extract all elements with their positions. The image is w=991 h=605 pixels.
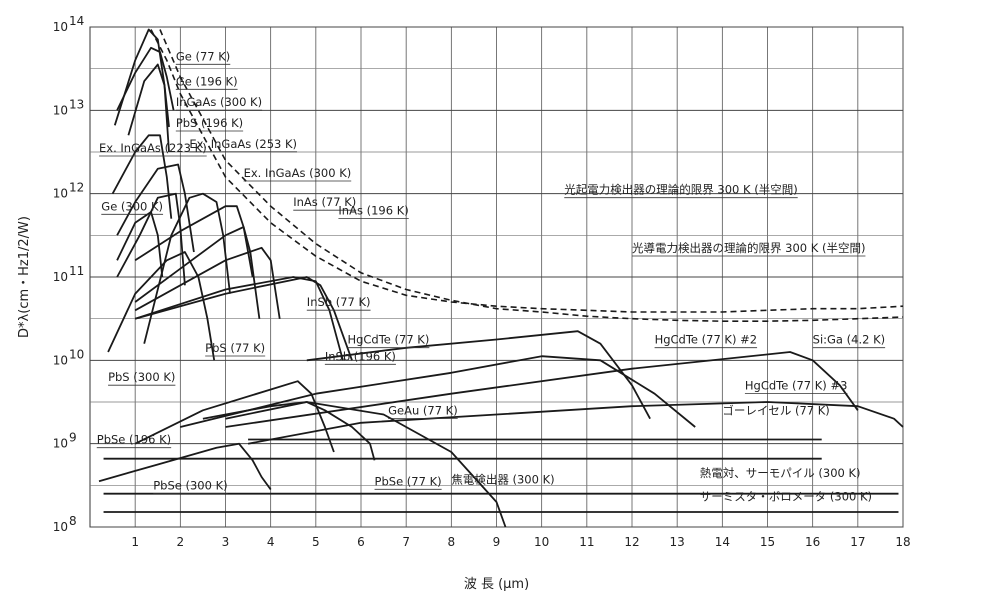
flat-line-label: 熱電対、サーモパイル (300 K)	[700, 466, 861, 480]
series-line	[143, 192, 231, 344]
series-line	[107, 251, 216, 361]
series-label: PbSe (300 K)	[153, 479, 227, 493]
x-tick-label: 8	[448, 535, 456, 549]
series-label: HgCdTe (77 K) #2	[655, 333, 758, 347]
x-tick-label: 7	[402, 535, 410, 549]
series-label: InAs (196 K)	[338, 204, 408, 218]
x-tick-label: 3	[222, 535, 230, 549]
series-line	[134, 276, 344, 361]
y-tick-base: 10	[53, 103, 68, 117]
series-line	[134, 380, 335, 453]
series-label: 光導電力検出器の理論的限界 300 K (半空間)	[632, 241, 865, 255]
series-line	[127, 63, 170, 153]
series-line	[159, 29, 904, 322]
y-tick-label: 10 14	[53, 14, 85, 34]
series-label: Si:Ga (4.2 K)	[813, 333, 885, 347]
series-label: PbSe (196 K)	[97, 433, 171, 447]
y-tick-base: 10	[53, 187, 68, 201]
y-tick-base: 10	[53, 20, 68, 34]
x-tick-label: 5	[312, 535, 320, 549]
y-tick-label: 10 9	[53, 431, 77, 451]
y-axis-title: D*λ(cm・Hz1/2/W)	[17, 216, 32, 338]
y-tick-label: 10 13	[53, 97, 85, 117]
flat-line-label: サーミスタ・ボロメータ (300 K)	[700, 489, 872, 503]
x-tick-label: 12	[624, 535, 639, 549]
x-tick-label: 2	[177, 535, 185, 549]
x-tick-label: 13	[670, 535, 685, 549]
y-tick-exp: 8	[69, 514, 77, 528]
x-tick-label: 1	[131, 535, 139, 549]
series-label: InAs (77 K)	[293, 195, 356, 209]
x-tick-label: 6	[357, 535, 365, 549]
y-tick-exp: 14	[69, 14, 84, 28]
series-label: Ex. InGaAs (300 K)	[244, 166, 352, 180]
x-tick-label: 4	[267, 535, 275, 549]
series-line	[98, 442, 272, 491]
y-tick-label: 10 12	[53, 181, 85, 201]
x-axis-title: 波 長 (µm)	[464, 577, 529, 592]
label-layer: Ge (77 K) Ge (196 K) InGaAs (300 K) PbS (19…	[96, 49, 886, 503]
y-tick-label: 10 8	[53, 514, 77, 534]
y-tick-base: 10	[53, 353, 68, 367]
y-tick-label: 10 10	[53, 347, 85, 367]
series-label: InSb (77 K)	[307, 295, 371, 309]
x-tick-label: 11	[579, 535, 594, 549]
series-line	[180, 355, 696, 428]
series-label: InSb (196 K)	[325, 349, 396, 363]
grid	[89, 26, 904, 528]
y-tick-base: 10	[53, 520, 68, 534]
y-tick-label: 10 11	[53, 264, 85, 284]
series-line	[116, 192, 186, 286]
flat-line-label: ゴーレイセル (77 K)	[722, 404, 829, 418]
series-label: HgCdTe (77 K)	[347, 333, 429, 347]
series-line	[247, 401, 904, 445]
x-tick-label: 15	[760, 535, 775, 549]
series-line	[116, 211, 164, 278]
y-tick-exp: 12	[69, 181, 84, 195]
y-tick-base: 10	[53, 437, 68, 451]
series-line	[134, 276, 353, 361]
series-line	[116, 163, 195, 253]
x-tick-label: 9	[493, 535, 501, 549]
y-tick-exp: 10	[69, 347, 84, 361]
series-label: Ge (196 K)	[176, 74, 238, 88]
series-line	[134, 246, 281, 319]
x-tick-label: 18	[895, 535, 910, 549]
x-tick-label: 17	[850, 535, 865, 549]
series-label: HgCdTe (77 K) #3	[745, 379, 848, 393]
x-tick-label: 14	[715, 535, 730, 549]
y-tick-exp: 9	[69, 431, 77, 445]
series-label: PbSe (77 K)	[375, 474, 442, 488]
x-tick-label: 10	[534, 535, 549, 549]
series-line	[111, 134, 173, 219]
series-label: GeAu (77 K)	[388, 404, 458, 418]
series-label: Ex. InGaAs (253 K)	[189, 137, 297, 151]
series-line	[116, 46, 175, 111]
series-line	[225, 401, 507, 528]
y-tick-exp: 13	[69, 97, 84, 111]
series-label: Ge (300 K)	[101, 199, 163, 213]
flat-line-label: 焦電検出器 (300 K)	[451, 473, 554, 487]
series-label: Ge (77 K)	[176, 49, 230, 63]
series-line	[134, 226, 261, 319]
y-tick-exp: 11	[69, 264, 84, 278]
y-tick-base: 10	[53, 270, 68, 284]
series-line	[150, 29, 904, 313]
series-line	[225, 351, 859, 428]
series-label: InGaAs (300 K)	[176, 95, 262, 109]
series-layer	[98, 28, 904, 528]
series-label: PbS (77 K)	[205, 341, 265, 355]
series-label: Ex. InGaAs (223 K)	[99, 141, 207, 155]
series-line	[202, 401, 376, 461]
x-tick-label: 16	[805, 535, 820, 549]
series-label: PbS (300 K)	[108, 370, 175, 384]
series-label: PbS (196 K)	[176, 116, 243, 130]
series-label: 光起電力検出器の理論的限界 300 K (半空間)	[564, 183, 797, 197]
series-line	[113, 28, 170, 128]
